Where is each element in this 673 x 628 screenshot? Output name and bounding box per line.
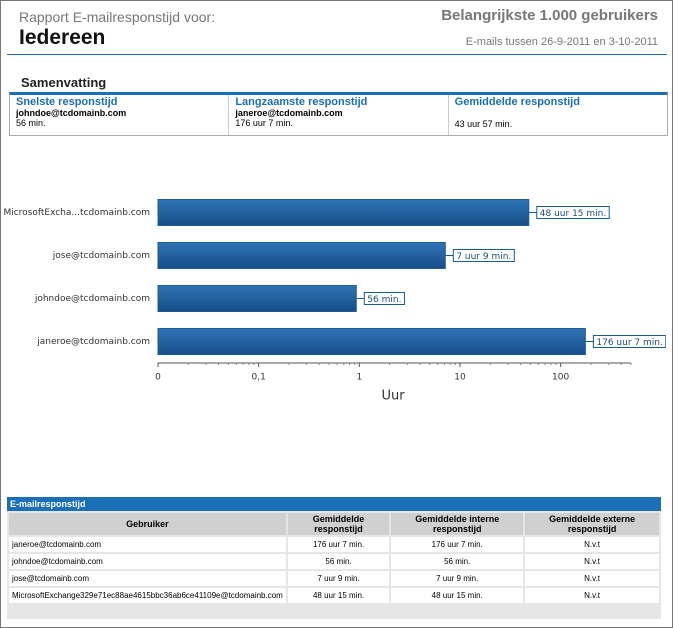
x-tick-label: 10 [454,373,466,383]
y-tick-label: jose@tcdomainb.com [52,251,150,261]
column-header: Gemiddelde interne responstijd [391,513,524,535]
column-header: Gebruiker [9,513,286,535]
summary-heading: Snelste responstijd [16,96,118,108]
table-cell: N.v.t [525,571,659,586]
column-header: Gemiddelde externe responstijd [525,513,659,535]
report-title: Belangrijkste 1.000 gebruikers [441,7,658,24]
summary-value: 43 uur 57 min. [454,119,513,129]
table-cell: 56 min. [391,554,524,569]
table-title: E-mailresponstijd [7,497,661,511]
table-cell: 48 uur 15 min. [287,588,390,603]
table-cell: johndoe@tcdomainb.com [9,554,286,569]
summary-value: 176 uur 7 min. [235,118,293,128]
x-tick-label: 100 [552,373,569,383]
bar [157,199,530,226]
value-label-box [452,249,515,262]
table-cell: 176 uur 7 min. [287,537,390,552]
summary-user: johndoe@tcdomainb.com [16,108,127,118]
summary-value: 56 min. [16,118,46,128]
table-cell: 7 uur 9 min. [287,571,390,586]
summary: Snelste responstijd johndoe@tcdomainb.com… [9,92,668,136]
table-row: johndoe@tcdomainb.com 56 min. 56 min. N.v.t [9,554,659,569]
chart: Uur 0 0,1 1 10 100 MicrosoftExcha...tcdomainb… [3,199,666,404]
summary-cell: Gemiddelde responstijd 43 uur 57 min. [449,95,667,135]
table-cell: janeroe@tcdomainb.com [9,537,286,552]
y-tick-label: MicrosoftExcha...tcdomainb.com [3,208,150,218]
response-table: E-mailresponstijd Gebruiker Gemiddelde re… [7,497,661,619]
table-row: jose@tcdomainb.com 7 uur 9 min. 7 uur 9 mi… [9,571,659,586]
table-row: MicrosoftExchange329e71ec88ae4615bbc36ab… [9,588,659,603]
period: E-mails tussen 26-9-2011 en 3-10-2011 [465,36,658,48]
table-cell: 176 uur 7 min. [391,537,524,552]
summary-title: Samenvatting [21,75,107,90]
summary-user: janeroe@tcdomainb.com [235,108,343,118]
value-label: 56 min. [367,295,401,305]
bar [157,328,586,355]
table: Gebruiker Gemiddelde responstijd Gemiddeld… [7,511,661,605]
summary-heading: Langzaamste responstijd [235,96,368,108]
table-cell: N.v.t [525,588,659,603]
table-cell: N.v.t [525,537,659,552]
bar [157,285,357,312]
table-cell: N.v.t [525,554,659,569]
summary-heading: Gemiddelde responstijd [454,96,580,108]
y-tick-label: janeroe@tcdomainb.com [36,337,150,347]
table-cell: MicrosoftExchange329e71ec88ae4615bbc36ab… [9,588,286,603]
y-tick-label: johndoe@tcdomainb.com [34,294,150,304]
divider [7,54,667,55]
bar [157,242,446,269]
x-axis-label: Uur [381,389,405,404]
table-cell: 48 uur 15 min. [391,588,524,603]
value-label: 48 uur 15 min. [540,209,606,219]
value-label-box [592,335,666,348]
x-tick-label: 0 [155,373,161,383]
x-tick-label: 1 [356,373,362,383]
report-label: Rapport E-mailresponstijd voor: [19,9,216,25]
value-label-box [363,292,405,305]
table-cell: 56 min. [287,554,390,569]
summary-cell: Snelste responstijd johndoe@tcdomainb.com… [10,95,230,135]
x-tick-label: 0,1 [251,373,265,383]
table-cell: jose@tcdomainb.com [9,571,286,586]
value-label-box [536,206,610,219]
table-cell: 7 uur 9 min. [391,571,524,586]
value-label: 7 uur 9 min. [456,252,511,262]
value-label: 176 uur 7 min. [596,338,662,348]
table-row: janeroe@tcdomainb.com 176 uur 7 min. 176 u… [9,537,659,552]
scope: Iedereen [19,26,106,49]
column-header: Gemiddelde responstijd [287,513,390,535]
summary-cell: Langzaamste responstijd janeroe@tcdomainb… [229,95,449,135]
